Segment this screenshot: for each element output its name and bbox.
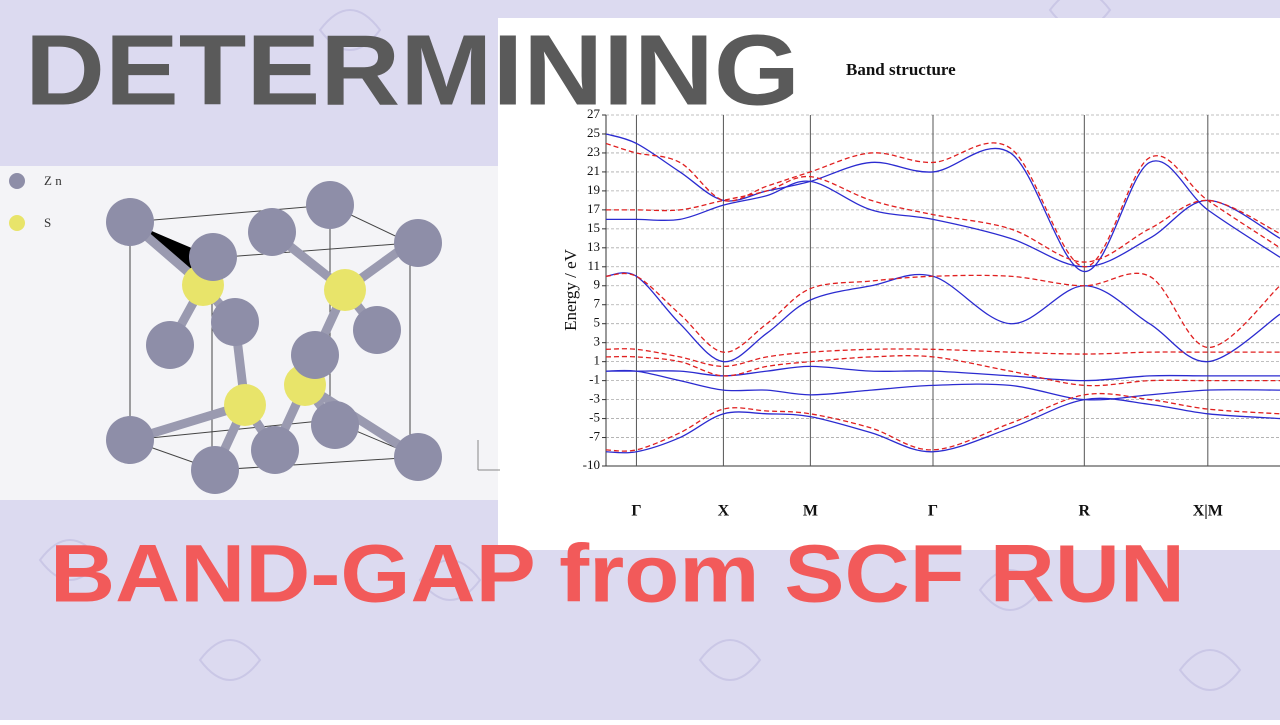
x-tick-label: M: [803, 503, 818, 520]
x-tick-label: Γ: [631, 503, 641, 520]
zn-legend-dot: [9, 173, 25, 189]
y-tick-label: 21: [587, 163, 600, 178]
zn-legend-label: Z n: [44, 173, 62, 188]
s-atoms: [182, 264, 366, 426]
y-axis-label: Energy / eV: [561, 248, 580, 331]
zn-atoms: [106, 181, 442, 494]
y-tick-label: -3: [589, 391, 600, 406]
band: [606, 355, 1280, 387]
chart-panel: [498, 18, 1280, 550]
x-tick-label: R: [1079, 503, 1091, 520]
headline: DETERMINING: [25, 14, 800, 126]
y-tick-label: 1: [594, 353, 601, 368]
y-tick-label: 11: [587, 258, 600, 273]
band: [606, 272, 1280, 353]
y-tick-label: 25: [587, 125, 600, 140]
y-tick-label: 3: [594, 334, 601, 349]
band: [606, 272, 1280, 363]
y-tick-label: 27: [587, 106, 601, 121]
band: [606, 397, 1280, 454]
band: [606, 348, 1280, 368]
band: [606, 369, 1280, 401]
y-tick-label: 9: [594, 277, 601, 292]
band: [606, 392, 1280, 452]
band: [606, 365, 1280, 382]
y-tick-label: 5: [594, 315, 601, 330]
s-legend-label: S: [44, 215, 51, 230]
leaf-pattern: [38, 0, 1242, 691]
band: [606, 142, 1280, 268]
y-tick-label: -5: [589, 410, 600, 425]
bands: [606, 133, 1280, 454]
axis-gizmo: [477, 440, 500, 471]
chart-title: Band structure: [846, 60, 956, 79]
plot-area: 27 25 23 21 19 17 15 13 11 9 7 5 3 1 -1 -3 -5 -7 -10 Γ X M Γ R X…: [583, 106, 1280, 520]
y-tick-label: -10: [583, 457, 600, 472]
y-tick-label: 17: [587, 201, 601, 216]
band: [606, 133, 1280, 273]
y-tick-label: 13: [587, 239, 600, 254]
y-tick-label: 19: [587, 182, 600, 197]
band: [606, 176, 1280, 263]
y-tick-label: -1: [589, 372, 600, 387]
x-tick-label: X: [718, 503, 730, 520]
s-legend-dot: [9, 215, 25, 231]
band: [606, 180, 1280, 268]
y-tick-label: -7: [589, 429, 600, 444]
x-tick-label: Γ: [928, 503, 938, 520]
y-tick-label: 7: [594, 296, 601, 311]
y-tick-label: 23: [587, 144, 600, 159]
subheadline: BAND-GAP from SCF RUN: [50, 529, 1185, 620]
x-tick-label: X|M: [1193, 503, 1223, 520]
y-tick-label: 15: [587, 220, 600, 235]
